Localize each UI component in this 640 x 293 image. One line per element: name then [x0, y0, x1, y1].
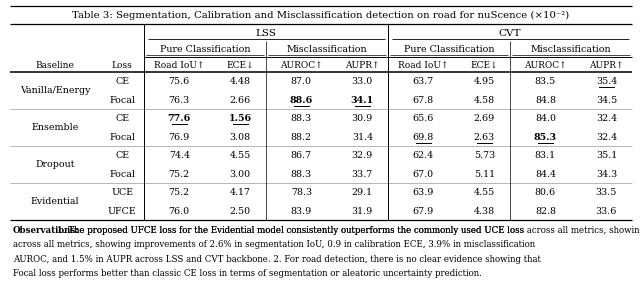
Text: CE: CE — [115, 151, 129, 160]
Text: 33.5: 33.5 — [596, 188, 617, 197]
Text: 75.6: 75.6 — [169, 77, 190, 86]
Text: 33.7: 33.7 — [352, 170, 373, 179]
Text: Ensemble: Ensemble — [31, 123, 79, 132]
Text: 63.7: 63.7 — [413, 77, 434, 86]
Text: 2.69: 2.69 — [474, 114, 495, 123]
Text: 4.95: 4.95 — [474, 77, 495, 86]
Text: 4.48: 4.48 — [230, 77, 251, 86]
Text: 76.9: 76.9 — [169, 133, 190, 142]
Text: UFCE: UFCE — [108, 207, 136, 216]
Text: Misclassification: Misclassification — [287, 45, 367, 54]
Text: 78.3: 78.3 — [291, 188, 312, 197]
Text: 33.6: 33.6 — [596, 207, 617, 216]
Text: 33.0: 33.0 — [352, 77, 373, 86]
Text: 5.11: 5.11 — [474, 170, 495, 179]
Text: 2.66: 2.66 — [230, 96, 251, 105]
Text: 88.3: 88.3 — [291, 170, 312, 179]
Text: across all metrics, showing improvements of 2.6% in segmentation IoU, 0.9 in cal: across all metrics, showing improvements… — [13, 240, 535, 249]
Text: Misclassification: Misclassification — [531, 45, 611, 54]
Text: 65.6: 65.6 — [413, 114, 434, 123]
Text: Pure Classification: Pure Classification — [159, 45, 250, 54]
Text: 34.1: 34.1 — [351, 96, 374, 105]
Text: ECE↓: ECE↓ — [227, 61, 254, 70]
Text: 84.0: 84.0 — [535, 114, 556, 123]
Text: Table 3: Segmentation, Calibration and Misclassification detection on road for n: Table 3: Segmentation, Calibration and M… — [72, 11, 570, 21]
Text: Vanilla/Energy: Vanilla/Energy — [20, 86, 90, 95]
Text: AUROC↑: AUROC↑ — [524, 61, 566, 70]
Text: UCE: UCE — [111, 188, 133, 197]
Text: Focal: Focal — [109, 96, 135, 105]
Text: 83.9: 83.9 — [291, 207, 312, 216]
Text: Evidential: Evidential — [31, 197, 79, 206]
Text: 34.5: 34.5 — [596, 96, 617, 105]
Text: 80.6: 80.6 — [535, 188, 556, 197]
Text: Road IoU↑: Road IoU↑ — [154, 61, 205, 70]
Text: 75.2: 75.2 — [169, 188, 190, 197]
Text: 75.2: 75.2 — [169, 170, 190, 179]
Text: 67.0: 67.0 — [413, 170, 434, 179]
Text: Pure Classification: Pure Classification — [404, 45, 494, 54]
Text: 3.00: 3.00 — [230, 170, 251, 179]
Text: ECE↓: ECE↓ — [470, 61, 498, 70]
Text: AUROC↑: AUROC↑ — [280, 61, 323, 70]
Text: Observations:: Observations: — [13, 226, 79, 235]
Text: 1.56: 1.56 — [228, 114, 252, 123]
Text: AUPR↑: AUPR↑ — [345, 61, 380, 70]
Text: AUROC, and 1.5% in AUPR across LSS and CVT backbone. 2. For road detection, ther: AUROC, and 1.5% in AUPR across LSS and C… — [13, 255, 541, 264]
Text: 76.3: 76.3 — [169, 96, 190, 105]
Text: Baseline: Baseline — [36, 61, 75, 70]
Text: 87.0: 87.0 — [291, 77, 312, 86]
Text: 86.7: 86.7 — [291, 151, 312, 160]
Text: 35.4: 35.4 — [596, 77, 617, 86]
Text: 32.4: 32.4 — [596, 133, 617, 142]
Text: 88.6: 88.6 — [290, 96, 313, 105]
Text: 67.8: 67.8 — [413, 96, 434, 105]
Text: 83.5: 83.5 — [535, 77, 556, 86]
Text: 30.9: 30.9 — [352, 114, 373, 123]
Text: 5.73: 5.73 — [474, 151, 495, 160]
Text: 1. The proposed UFCE loss for the Evidential model consistently outperforms the : 1. The proposed UFCE loss for the Eviden… — [13, 226, 524, 235]
Text: Focal: Focal — [109, 170, 135, 179]
Text: 84.8: 84.8 — [535, 96, 556, 105]
Text: 63.9: 63.9 — [413, 188, 434, 197]
Text: 85.3: 85.3 — [534, 133, 557, 142]
Text: 4.55: 4.55 — [474, 188, 495, 197]
Text: 4.58: 4.58 — [474, 96, 495, 105]
Text: Dropout: Dropout — [36, 160, 75, 169]
Text: 82.8: 82.8 — [535, 207, 556, 216]
Text: 32.4: 32.4 — [596, 114, 617, 123]
Text: 31.4: 31.4 — [352, 133, 373, 142]
Text: 76.0: 76.0 — [169, 207, 190, 216]
Text: Loss: Loss — [112, 61, 132, 70]
Text: 62.4: 62.4 — [413, 151, 434, 160]
Text: 3.08: 3.08 — [230, 133, 251, 142]
Text: 32.9: 32.9 — [352, 151, 373, 160]
Text: 84.4: 84.4 — [535, 170, 556, 179]
Text: 77.6: 77.6 — [168, 114, 191, 123]
Text: 31.9: 31.9 — [352, 207, 373, 216]
Text: 2.50: 2.50 — [230, 207, 251, 216]
Text: 2.63: 2.63 — [474, 133, 495, 142]
Text: 34.3: 34.3 — [596, 170, 617, 179]
Text: 67.9: 67.9 — [413, 207, 434, 216]
Text: 29.1: 29.1 — [352, 188, 373, 197]
Text: 88.3: 88.3 — [291, 114, 312, 123]
Text: Focal: Focal — [109, 133, 135, 142]
Text: Focal loss performs better than classic CE loss in terms of segmentation or alea: Focal loss performs better than classic … — [13, 269, 482, 278]
Text: 35.1: 35.1 — [596, 151, 617, 160]
Text: LSS: LSS — [255, 29, 276, 38]
Text: 83.1: 83.1 — [535, 151, 556, 160]
Text: 4.38: 4.38 — [474, 207, 495, 216]
Text: 4.55: 4.55 — [230, 151, 251, 160]
Text: CVT: CVT — [499, 29, 521, 38]
Text: 4.17: 4.17 — [230, 188, 251, 197]
Text: 1. The proposed UFCE loss for the Evidential model consistently outperforms the : 1. The proposed UFCE loss for the Eviden… — [13, 226, 640, 235]
Text: Road IoU↑: Road IoU↑ — [398, 61, 449, 70]
Text: 69.8: 69.8 — [413, 133, 434, 142]
Text: CE: CE — [115, 114, 129, 123]
Text: AUPR↑: AUPR↑ — [589, 61, 623, 70]
Text: CE: CE — [115, 77, 129, 86]
Text: 74.4: 74.4 — [169, 151, 190, 160]
Text: 88.2: 88.2 — [291, 133, 312, 142]
